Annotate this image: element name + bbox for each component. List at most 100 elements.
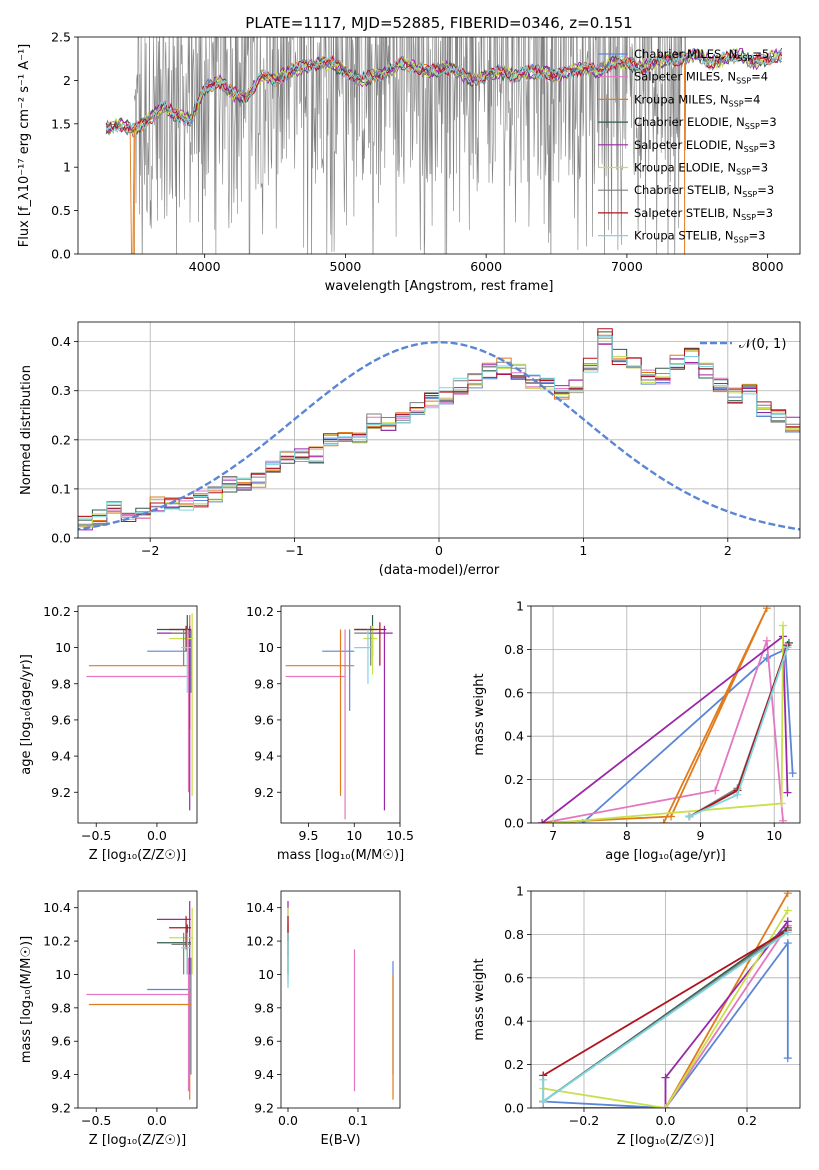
weight-marker-salpeter_miles [711, 786, 720, 795]
weight-marker-salpeter_elodie [783, 917, 792, 926]
legend-subscript: SSP [741, 213, 756, 222]
weight-marker-salpeter_miles [762, 636, 771, 645]
y-tick-label: 0.6 [504, 970, 524, 985]
x-axis-label: mass [log₁₀(M/M☉)] [277, 848, 404, 863]
x-axis-label: Z [log₁₀(Z/Z☉)] [89, 848, 186, 863]
x-tick-label: 6000 [470, 259, 502, 274]
y-tick-label: 9.6 [51, 1034, 71, 1049]
x-tick-label: −1 [285, 543, 303, 558]
y-axis-label: Flux [f_λ10⁻¹⁷ erg cm⁻² s⁻¹ A⁻¹] [17, 44, 32, 248]
weight-marker-salpeter_elodie [661, 1073, 670, 1082]
legend-label: 𝒩(0, 1) [739, 337, 786, 352]
x-tick-label: 10 [346, 828, 362, 843]
legend-value: =3 [749, 229, 766, 243]
y-tick-label: 10.4 [246, 900, 274, 915]
weight-marker-chabrier_miles [783, 1054, 792, 1063]
y-tick-label: 9.2 [254, 1101, 274, 1116]
weight-line-kroupa_stelib [689, 646, 789, 818]
legend-label: Kroupa STELIB, NSSP=3 [634, 229, 765, 245]
y-tick-label: 9.2 [51, 785, 71, 800]
mass-weight-vs-metallicity-plot: −0.2 0.0 0.2 0.0 0.2 0.4 0.6 0.8 1 Z [log₁₀(Z/Z☉)… [472, 884, 801, 1148]
y-axis-label: Normed distribution [19, 365, 34, 495]
model-line-salpeter_elodie [105, 47, 783, 139]
y-tick-label: 0.2 [51, 432, 71, 447]
x-tick-label: 0 [435, 543, 443, 558]
x-tick-label: 5000 [330, 259, 362, 274]
axes-frame [280, 890, 401, 1109]
weight-marker-chabrier_elodie [784, 638, 793, 647]
plot-area [105, 37, 783, 254]
y-tick-label: 10 [258, 640, 274, 655]
y-tick-label: 10 [55, 640, 71, 655]
y-axis-label: mass weight [472, 673, 487, 755]
x-axis-label: (data-model)/error [379, 563, 500, 578]
weight-marker-chabrier_miles [788, 769, 797, 778]
legend-label: Chabrier ELODIE, NSSP=3 [634, 115, 777, 131]
x-tick-label: 8 [623, 828, 631, 843]
legend-subscript: SSP [729, 99, 744, 108]
y-tick-label: 0.0 [51, 531, 71, 546]
legend-value: =3 [760, 115, 777, 129]
weight-marker-kroupa_stelib [783, 928, 792, 937]
histogram-kroupa_miles [78, 334, 800, 538]
y-tick-label: 1.5 [51, 116, 71, 131]
legend-subscript: SSP [736, 168, 751, 177]
weight-marker-chabrier_miles [762, 654, 771, 663]
x-axis-label: Z [log₁₀(Z/Z☉)] [89, 1133, 186, 1148]
x-tick-label: 10.5 [386, 828, 414, 843]
x-axis-label: E(B-V) [320, 1133, 360, 1148]
x-tick-label: −0.5 [81, 1113, 111, 1128]
legend-value: =3 [759, 138, 776, 152]
legend-subscript: SSP [737, 54, 752, 63]
y-tick-label: 9.4 [51, 749, 71, 764]
y-tick-label: 10.2 [43, 934, 71, 949]
weight-line-kroupa_miles [542, 607, 768, 823]
weight-line-salpeter_stelib [542, 929, 789, 1077]
legend-subscript: SSP [744, 145, 759, 154]
weight-marker-kroupa_elodie [549, 819, 558, 823]
weight-line-kroupa_elodie [543, 910, 789, 1108]
normal-curve [78, 340, 800, 531]
y-tick-label: 1 [516, 599, 524, 614]
y-tick-label: 9.6 [254, 712, 274, 727]
histogram-salpeter_miles [78, 343, 800, 538]
x-tick-label: 4000 [189, 259, 221, 274]
weight-line-kroupa_elodie [553, 625, 784, 823]
y-tick-label: 9.2 [254, 785, 274, 800]
chart-title: PLATE=1117, MJD=52885, FIBERID=0346, z=0… [245, 14, 632, 32]
y-tick-label: 9.6 [254, 1034, 274, 1049]
x-tick-label: 8000 [752, 259, 784, 274]
x-tick-label: 0.0 [147, 1113, 167, 1128]
x-tick-label: 10 [766, 828, 782, 843]
y-tick-label: 0.0 [504, 1101, 524, 1116]
weight-line-chabrier_miles [581, 648, 794, 823]
y-tick-label: 9.4 [254, 749, 274, 764]
x-tick-label: 1 [579, 543, 587, 558]
x-tick-label: −0.5 [81, 828, 111, 843]
axes-frame [77, 605, 198, 824]
weight-marker-kroupa_elodie [777, 799, 786, 808]
plot-area [531, 891, 800, 1108]
weight-marker-kroupa_stelib [685, 812, 694, 821]
x-axis-label: Z [log₁₀(Z/Z☉)] [617, 1133, 714, 1148]
legend-value: =5 [752, 47, 769, 61]
legend-subscript: SSP [736, 77, 751, 86]
residual-histogram-plot: −2 −1 0 1 2 0.0 0.1 0.2 0.3 0.4 (data-model)/error… [19, 321, 801, 578]
weight-marker-kroupa_miles [762, 606, 771, 613]
y-tick-label: 0.4 [504, 1014, 524, 1029]
weight-line-salpeter_miles [543, 925, 789, 1108]
model-line-salpeter_stelib [105, 48, 783, 133]
weight-marker-kroupa_elodie [783, 906, 792, 915]
weight-marker-kroupa_stelib [539, 1097, 548, 1106]
y-tick-label: 1 [516, 884, 524, 899]
legend-value: =3 [751, 161, 768, 175]
legend-subscript: SSP [745, 122, 760, 131]
y-tick-label: 0.3 [51, 383, 71, 398]
legend-value: =3 [756, 206, 773, 220]
plot-area [285, 615, 393, 820]
weight-line-chabrier_miles [543, 940, 789, 1108]
legend-value: =4 [751, 70, 768, 84]
y-tick-label: 10 [258, 967, 274, 982]
y-axis-label: age [log₁₀(age/yr)] [19, 654, 34, 775]
